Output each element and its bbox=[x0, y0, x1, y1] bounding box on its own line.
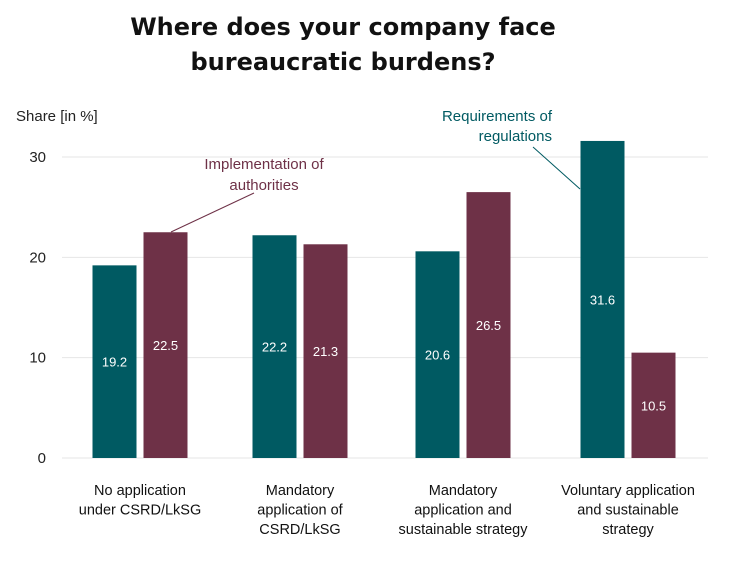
category-label: application and bbox=[414, 503, 512, 519]
annotation-leader-line bbox=[532, 146, 581, 190]
bar-value-label: 10.5 bbox=[641, 398, 666, 413]
y-tick-label: 30 bbox=[29, 149, 46, 166]
category-label: application of bbox=[257, 503, 343, 519]
category-label: strategy bbox=[602, 522, 654, 538]
plot-area: 0 10 20 30 19.2 22.5 No application under CSRD/… bbox=[29, 108, 708, 538]
bar bbox=[252, 235, 297, 458]
bar bbox=[143, 232, 188, 458]
bar bbox=[92, 265, 137, 458]
bar-value-label: 22.2 bbox=[262, 340, 287, 355]
category-label: Mandatory bbox=[429, 483, 498, 499]
bar-value-label: 20.6 bbox=[425, 348, 450, 363]
bar bbox=[415, 251, 460, 458]
bar-value-label: 22.5 bbox=[153, 338, 178, 353]
chart-title-line-1: Where does your company face bbox=[130, 13, 556, 41]
bar bbox=[466, 192, 511, 458]
category-label: under CSRD/LkSG bbox=[79, 503, 202, 519]
annotation-label: Requirements of bbox=[442, 108, 553, 125]
y-tick-label: 20 bbox=[29, 249, 46, 266]
bar bbox=[303, 244, 348, 458]
category-label: Mandatory bbox=[266, 483, 335, 499]
annotation-label: regulations bbox=[479, 128, 552, 145]
y-axis-label: Share [in %] bbox=[16, 108, 98, 125]
bar-value-label: 31.6 bbox=[590, 292, 615, 307]
annotation-label: Implementation of bbox=[204, 156, 324, 173]
category-label: and sustainable bbox=[577, 503, 679, 519]
category-label: sustainable strategy bbox=[399, 522, 529, 538]
annotation-leader-line bbox=[170, 192, 255, 233]
annotation-label: authorities bbox=[229, 177, 298, 194]
chart-title-line-2: bureaucratic burdens? bbox=[190, 48, 495, 76]
y-tick-label: 0 bbox=[38, 450, 46, 467]
category-label: Voluntary application bbox=[561, 483, 695, 499]
bar bbox=[580, 140, 625, 459]
bar-value-label: 21.3 bbox=[313, 344, 338, 359]
bar bbox=[631, 352, 676, 458]
category-label: No application bbox=[94, 483, 186, 499]
y-tick-label: 10 bbox=[29, 350, 46, 367]
category-label: CSRD/LkSG bbox=[259, 522, 340, 538]
bar-value-label: 19.2 bbox=[102, 355, 127, 370]
bar-value-label: 26.5 bbox=[476, 318, 501, 333]
